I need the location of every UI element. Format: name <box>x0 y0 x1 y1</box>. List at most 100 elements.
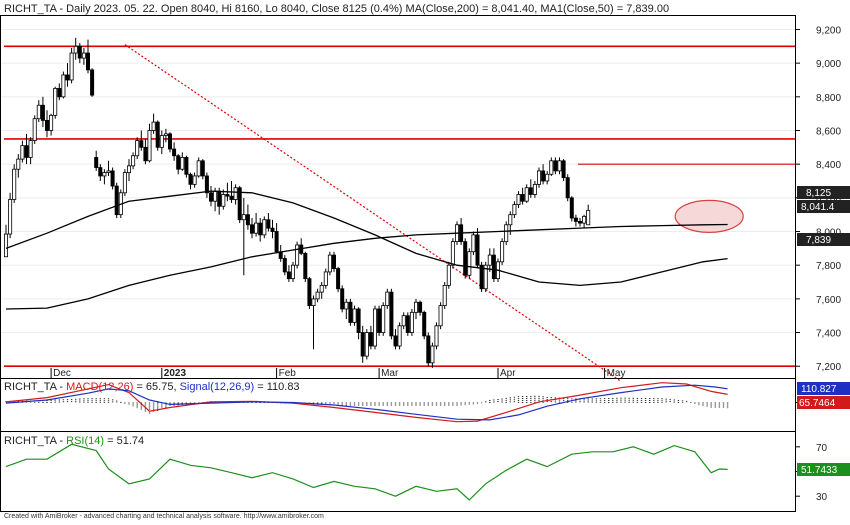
candle-up <box>500 241 505 263</box>
candle-down <box>90 69 95 96</box>
candle-up <box>16 158 21 170</box>
candle-down <box>270 227 275 232</box>
candle-down <box>110 170 115 187</box>
candle-up <box>397 325 402 347</box>
candle-up <box>586 210 591 226</box>
candle-down <box>553 160 558 172</box>
month-tick-label: Apr <box>500 368 516 379</box>
candle-up <box>434 325 439 347</box>
candle-up <box>262 219 267 236</box>
candle-down <box>184 157 189 175</box>
candle-down <box>40 104 45 121</box>
candle-down <box>208 192 213 202</box>
candle-down <box>266 219 271 229</box>
price-y-tick-label: 7,800 <box>816 261 841 272</box>
price-y-tick-label: 8,200 <box>816 194 841 205</box>
candle-up <box>504 224 509 243</box>
rsi-panel[interactable] <box>0 431 796 512</box>
rsi-y-tick-label: 70 <box>816 443 828 454</box>
candle-up <box>537 170 542 185</box>
candle-up <box>295 244 300 266</box>
rsi-value: = 51.74 <box>104 435 144 447</box>
price-y-tick-label: 8,400 <box>816 160 841 171</box>
candle-up <box>254 222 259 234</box>
month-tick-label: Mar <box>381 368 399 379</box>
candle-up <box>344 301 349 310</box>
candle-down <box>331 254 336 269</box>
candle-down <box>463 241 468 276</box>
badge-ma200: 8,041.4 <box>797 200 850 213</box>
support-resistance-lines <box>4 45 795 368</box>
candle-up <box>127 165 132 173</box>
candle-up <box>135 140 140 157</box>
candle-up <box>147 130 152 162</box>
signal-value: = 110.83 <box>254 381 299 393</box>
candle-up <box>73 45 78 54</box>
price-x-axis: Dec 2023 Feb Mar Apr May <box>50 368 626 379</box>
badge-ma50-text: 7,839 <box>806 235 831 246</box>
candle-up <box>122 172 127 194</box>
candle-down <box>360 332 365 357</box>
badge-macd: 65.7464 <box>797 396 850 409</box>
highlight-ellipse <box>674 199 744 233</box>
candle-down <box>155 121 160 148</box>
candle-up <box>159 135 164 148</box>
candle-down <box>86 52 91 71</box>
candle-up <box>61 74 66 98</box>
candle-down <box>225 194 230 197</box>
candle-down <box>188 173 193 185</box>
candle-up <box>4 233 9 258</box>
highlight-ellipse-shape <box>674 199 744 233</box>
candle-up <box>532 183 537 195</box>
candle-up <box>151 121 156 131</box>
candle-up <box>364 332 369 357</box>
badge-close-text: 8,125 <box>806 188 831 199</box>
candle-up <box>471 234 476 253</box>
candle-down <box>491 254 496 280</box>
rsi-label: RSI(14) <box>66 435 104 447</box>
candle-up <box>545 173 550 182</box>
candle-up <box>381 305 386 333</box>
candle-down <box>139 140 144 148</box>
candle-down <box>167 133 172 150</box>
candle-down <box>245 214 250 226</box>
candle-down <box>204 175 209 194</box>
candle-up <box>549 160 554 175</box>
candle-up <box>327 254 332 273</box>
price-panel[interactable] <box>0 15 796 379</box>
candle-up <box>28 140 33 158</box>
candle-down <box>24 145 29 158</box>
candle-up <box>8 199 13 235</box>
candle-up <box>241 214 246 221</box>
candle-down <box>520 194 525 202</box>
candle-up <box>213 190 218 202</box>
candle-up <box>102 172 107 177</box>
candle-up <box>413 301 418 313</box>
candle-down <box>475 234 480 266</box>
candle-down <box>565 177 570 199</box>
candle-up <box>49 114 54 131</box>
candle-down <box>348 301 353 323</box>
candle-up <box>372 308 377 347</box>
candle-down <box>57 88 62 98</box>
rsi-line <box>5 443 728 501</box>
badge-signal-text: 110.827 <box>801 384 837 395</box>
candle-up <box>385 291 390 306</box>
candle-up <box>32 118 37 141</box>
candle-up <box>483 264 488 290</box>
candle-down <box>258 222 263 236</box>
candle-up <box>221 194 226 207</box>
candle-up <box>69 52 74 81</box>
candle-up <box>352 308 357 323</box>
candle-down <box>393 335 398 347</box>
month-tick-label: 2023 <box>164 368 187 379</box>
price-y-axis: 9,2009,0008,8008,6008,4008,2008,0007,800… <box>795 25 841 373</box>
candle-down <box>405 315 410 333</box>
candle-down <box>573 217 578 222</box>
candle-up <box>53 88 58 116</box>
candle-down <box>176 155 181 170</box>
candle-down <box>368 332 373 347</box>
rsi-y-tick-label: 30 <box>816 492 828 503</box>
candle-down <box>307 278 312 306</box>
